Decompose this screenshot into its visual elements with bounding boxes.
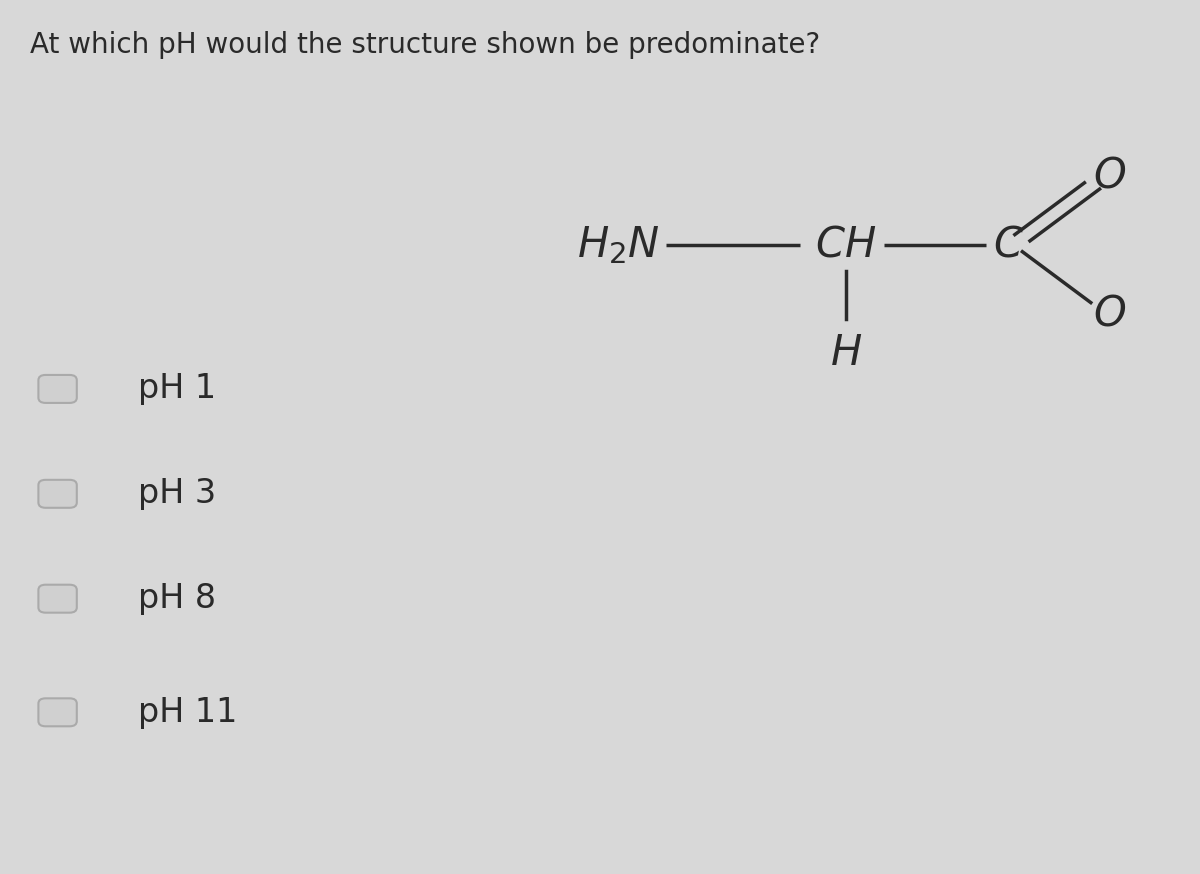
FancyBboxPatch shape bbox=[38, 375, 77, 403]
FancyBboxPatch shape bbox=[38, 698, 77, 726]
Text: $CH$: $CH$ bbox=[815, 224, 877, 266]
Text: $C$: $C$ bbox=[992, 224, 1024, 266]
Text: pH 1: pH 1 bbox=[138, 372, 216, 406]
Text: pH 8: pH 8 bbox=[138, 582, 216, 615]
Text: $H_2N$: $H_2N$ bbox=[577, 224, 660, 266]
Text: $O$: $O$ bbox=[1093, 155, 1127, 197]
Text: $H$: $H$ bbox=[830, 332, 862, 374]
Text: pH 11: pH 11 bbox=[138, 696, 238, 729]
FancyBboxPatch shape bbox=[38, 480, 77, 508]
Text: At which pH would the structure shown be predominate?: At which pH would the structure shown be… bbox=[30, 31, 821, 59]
FancyBboxPatch shape bbox=[38, 585, 77, 613]
Text: pH 3: pH 3 bbox=[138, 477, 216, 510]
Text: $O$: $O$ bbox=[1093, 293, 1127, 335]
